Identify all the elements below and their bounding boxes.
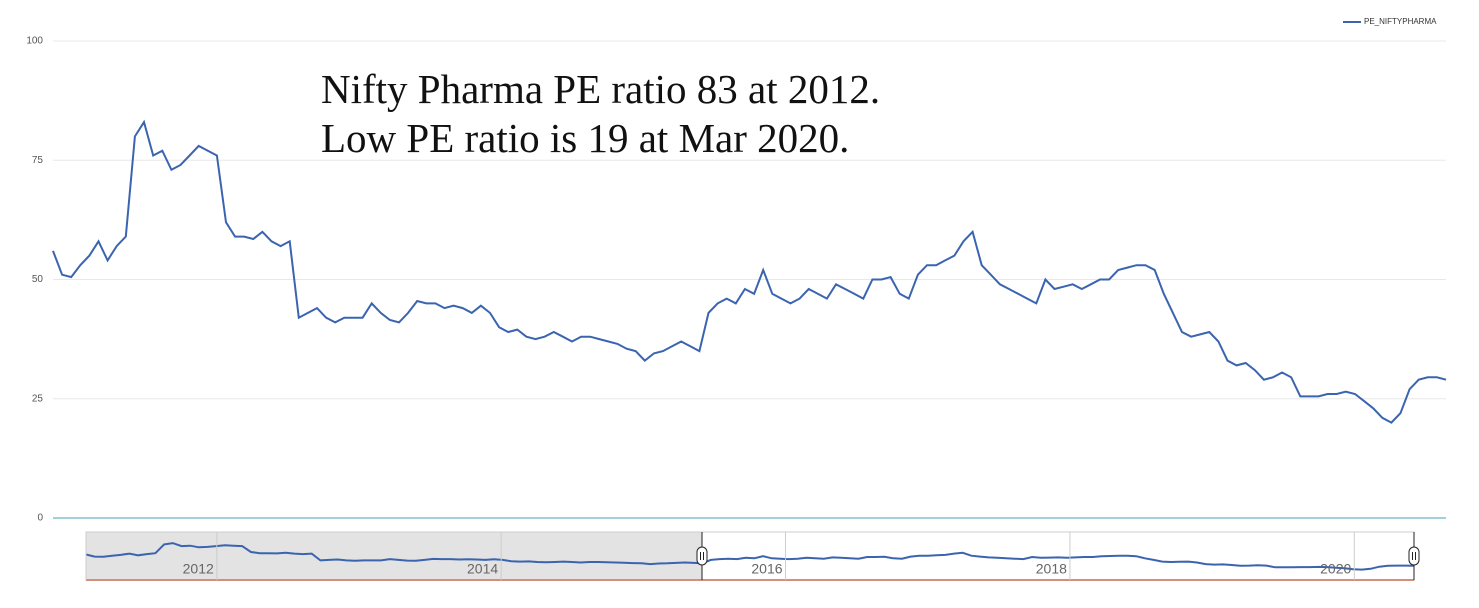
y-tick-label: 0 [37, 513, 43, 524]
y-tick-label: 75 [32, 155, 44, 166]
annotation: Nifty Pharma PE ratio 83 at 2012. [321, 66, 880, 112]
navigator-handle[interactable] [1408, 546, 1420, 566]
x-tick-label: 2012 [183, 561, 214, 577]
x-tick-label: 2020 [1320, 561, 1351, 577]
y-tick-label: 25 [32, 393, 44, 404]
annotation: Low PE ratio is 19 at Mar 2020. [321, 115, 849, 161]
navigator-line [85, 542, 1415, 571]
x-tick-label: 2018 [1036, 561, 1067, 577]
x-tick-label: 2016 [751, 561, 782, 577]
navigator-handle[interactable] [696, 546, 708, 566]
y-tick-label: 100 [26, 36, 43, 47]
legend-label: PE_NIFTYPHARMA [1364, 17, 1437, 26]
navigator-mask [86, 532, 702, 580]
line-series [52, 119, 1447, 424]
y-tick-label: 50 [32, 274, 44, 285]
x-tick-label: 2014 [467, 561, 498, 577]
